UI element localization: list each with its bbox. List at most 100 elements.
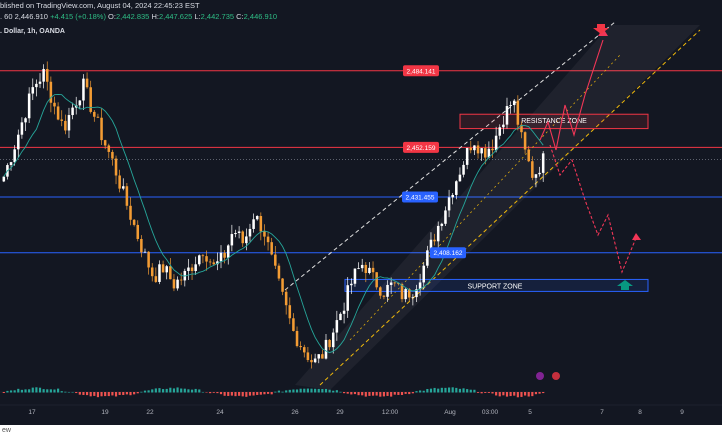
oscillator-bar (147, 390, 150, 393)
candle-body (129, 205, 132, 220)
forecast-bearish-path (549, 144, 637, 274)
oscillator-bar (466, 389, 469, 393)
candle-body (241, 231, 244, 244)
x-axis-tick-label: 29 (336, 409, 344, 416)
low-label: L: (194, 12, 201, 21)
oscillator-bar (487, 392, 490, 393)
oscillator-bar (205, 392, 208, 393)
oscillator-bar (259, 392, 262, 395)
oscillator-bar (426, 389, 429, 393)
x-axis-tick-label: 12:00 (382, 409, 399, 416)
oscillator-bar (238, 392, 241, 396)
oscillator-bar (6, 390, 9, 393)
x-axis-tick-label: 8 (638, 409, 642, 416)
candle-body (382, 295, 386, 297)
candle-body (368, 267, 371, 274)
candle-body (274, 254, 277, 266)
x-axis-tick-label: 03:00 (482, 409, 499, 416)
price-label-box (430, 247, 466, 259)
candle-body (422, 265, 425, 283)
candle-body (27, 93, 31, 119)
oscillator-bar (9, 390, 13, 393)
candle-body (426, 250, 429, 266)
oscillator-bar (480, 392, 483, 394)
candle-body (386, 284, 389, 297)
high-value: 2,447.625 (158, 12, 193, 21)
oscillator-bar (89, 392, 92, 397)
oscillator-bar (13, 390, 16, 393)
candle-body (462, 164, 465, 175)
candle-body (111, 151, 114, 159)
candle-body (140, 238, 143, 253)
candle-body (96, 116, 100, 118)
candle-body (455, 181, 458, 195)
oscillator-bar (31, 387, 34, 393)
oscillator-bar (187, 389, 190, 393)
oscillator-bar (143, 390, 147, 393)
oscillator-bar (390, 392, 393, 397)
oscillator-bar (223, 392, 226, 396)
candle-body (346, 285, 349, 311)
oscillator-bar (256, 392, 259, 395)
candle-body (67, 115, 71, 131)
oscillator-bar (230, 392, 233, 396)
candle-body (158, 264, 161, 282)
candle-body (317, 354, 321, 359)
candle-body (480, 148, 483, 154)
candle-body (60, 119, 63, 121)
oscillator-bar (292, 389, 295, 393)
candle-body (512, 100, 516, 106)
oscillator-bar (306, 388, 309, 393)
candle-body (357, 268, 360, 269)
candle-body (107, 145, 111, 152)
oscillator-bar (114, 392, 118, 397)
oscillator-bar (339, 391, 342, 393)
oscillator-bar (180, 388, 183, 393)
candle-body (53, 102, 56, 107)
oscillator-bar (234, 392, 237, 397)
candle-body (9, 162, 13, 166)
event-icon[interactable] (536, 372, 544, 380)
candle-body (433, 239, 436, 242)
low-value: 2,442.735 (200, 12, 235, 21)
candle-body (49, 81, 53, 103)
oscillator-bar (343, 392, 346, 394)
candle-body (118, 175, 121, 189)
oscillator-bar (75, 392, 78, 394)
oscillator-bar (357, 392, 360, 396)
candle-body (303, 347, 306, 353)
candle-body (13, 149, 16, 163)
oscillator-bar (317, 388, 320, 393)
x-axis-tick-label: 17 (28, 409, 36, 416)
candle-body (136, 224, 140, 239)
oscillator-bar (375, 392, 378, 396)
oscillator-bar (158, 388, 161, 393)
candle-body (379, 287, 382, 296)
candle-body (353, 268, 357, 284)
oscillator-bar (451, 387, 454, 393)
oscillator-bar (85, 392, 89, 396)
candle-body (245, 236, 248, 244)
candle-body (255, 216, 259, 220)
oscillator-bar (491, 392, 494, 394)
candle-body (125, 186, 129, 206)
oscillator-bar (538, 392, 541, 394)
candle-body (161, 264, 165, 273)
oscillator-bar (248, 392, 252, 396)
candle-body (350, 283, 353, 286)
candle-body (494, 135, 498, 151)
oscillator-bar (245, 392, 248, 397)
oscillator-bar (484, 392, 487, 393)
oscillator-bar (93, 392, 96, 396)
oscillator-bar (324, 388, 328, 393)
oscillator-bar (397, 392, 400, 395)
flag-icon[interactable] (552, 372, 560, 380)
oscillator-bar (527, 392, 530, 397)
oscillator-bar (458, 388, 462, 393)
candle-body (331, 332, 335, 348)
oscillator-bar (288, 389, 291, 393)
candle-body (523, 132, 527, 150)
published-text: blished on TradingView.com, August 04, 2… (0, 1, 200, 10)
candle-body (469, 147, 473, 151)
